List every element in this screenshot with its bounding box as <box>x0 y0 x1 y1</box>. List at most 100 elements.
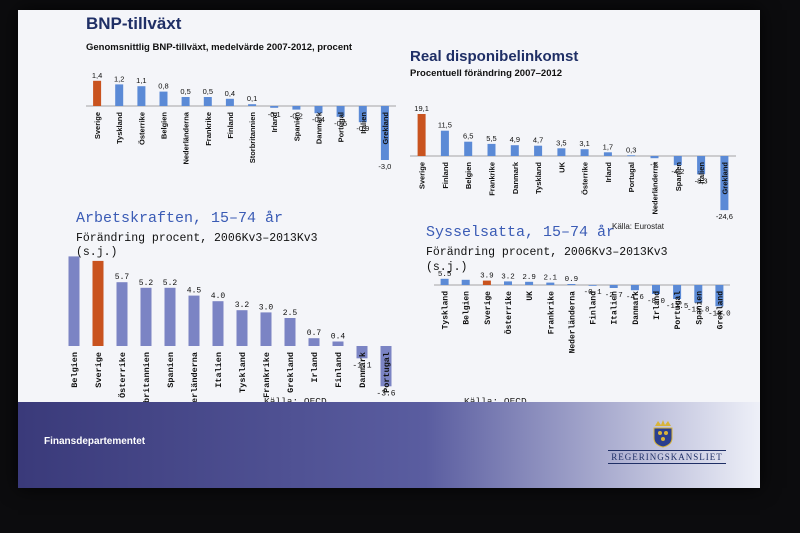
chart3-subtitle: Förändring procent, 2006Kv3–2013Kv3 <box>76 232 318 245</box>
chart1-value-label: -0,6 <box>334 119 347 128</box>
chart4-value-label: 5.5 <box>438 271 452 279</box>
chart4-subtitle: Förändring procent, 2006Kv3–2013Kv3 <box>426 246 668 259</box>
chart1-bar <box>292 106 301 110</box>
chart4-value-label: 2.1 <box>544 275 558 283</box>
chart4-bar <box>673 285 682 299</box>
chart3-bar <box>260 312 272 346</box>
chart2-category-label: Belgien <box>464 162 473 190</box>
chart1-category-label: Nederländerna <box>182 111 191 164</box>
chart2-bar <box>557 148 566 156</box>
chart1-category-label: Finland <box>226 112 235 139</box>
chart1-bar <box>380 106 389 160</box>
chart4-bar <box>546 282 555 285</box>
chart1-bar <box>270 106 279 108</box>
chart3-value-label: 3.2 <box>235 301 250 310</box>
chart4-bar <box>630 285 639 291</box>
chart4-source: Källa: OECD <box>464 396 527 407</box>
employed-chart: 5.5 Tyskland Belgien 3.9 Sverige 3.2 Österrike… <box>434 271 731 354</box>
chart1-category-label: Grekland <box>381 112 390 145</box>
chart2-bar <box>627 155 636 157</box>
chart4-bar <box>461 279 470 285</box>
chart1-value-label: -3,0 <box>378 162 391 171</box>
chart4-value-label: -12.5 <box>666 303 689 311</box>
chart4-bar <box>440 278 449 285</box>
chart3-category-label: Frankrike <box>262 352 272 398</box>
chart3-bar <box>356 346 368 359</box>
chart1-value-label: -0,1 <box>268 110 281 119</box>
chart4-value-label: -15.8 <box>687 307 710 315</box>
chart4-category-label: Finland <box>590 291 599 325</box>
chart1-category-label: Sverige <box>93 112 102 139</box>
chart3-bar <box>92 260 104 346</box>
ministry-label: Finansdepartementet <box>44 436 146 447</box>
chart3-category-label: Portugal <box>382 352 392 393</box>
chart4-value-label: 0.9 <box>565 276 579 284</box>
chart4-value-label: -2.7 <box>605 292 623 300</box>
chart3-category-label: Österrike <box>117 352 128 398</box>
chart1-bar <box>93 80 102 106</box>
chart2-value-label: 4,9 <box>510 135 520 144</box>
chart4-bar <box>567 284 576 285</box>
chart1-category-label: Frankrike <box>204 112 213 146</box>
chart2-category-label: Sverige <box>418 162 427 189</box>
chart3-bar <box>380 346 392 387</box>
chart3-value-label: 4.0 <box>211 292 226 301</box>
chart4-category-label: Portugal <box>674 291 683 330</box>
chart1-value-label: 1,4 <box>92 71 102 80</box>
chart2-bar <box>440 130 449 156</box>
chart1-bar <box>248 104 257 106</box>
chart1-value-label: 0,5 <box>203 87 213 96</box>
chart1-bar <box>203 97 212 106</box>
chart3-category-label: Sverige <box>94 352 104 388</box>
chart2-bar <box>697 156 706 175</box>
chart4-value-label: 3.9 <box>480 273 494 281</box>
slide-footer: Finansdepartementet REGERINGSKANSLIET <box>18 402 760 488</box>
chart2-value-label: -8,3 <box>695 176 708 185</box>
chart3-category-label: Belgien <box>70 352 80 388</box>
chart2-category-label: Portugal <box>627 162 636 192</box>
chart2-bar <box>534 145 543 156</box>
chart2-category-label: Frankrike <box>488 162 497 196</box>
chart3-value-label: 3.0 <box>259 303 274 312</box>
chart1-category-label: Österrike <box>137 112 146 145</box>
chart2-value-label: 11,5 <box>438 121 452 130</box>
chart3-value-label: -3.6 <box>376 389 395 398</box>
chart4-value-label: -4.6 <box>626 294 645 302</box>
chart4-category-label: Sverige <box>484 291 493 325</box>
chart3-bar <box>116 282 128 346</box>
chart3-value-label: -1.1 <box>352 361 371 370</box>
bnp-growth-chart: 1,4 Sverige 1,2 Tyskland 1,1 Österrike 0,8 Belg… <box>86 71 396 171</box>
chart2-category-label: Finland <box>441 162 450 189</box>
chart2-bar <box>464 141 473 156</box>
chart3-value-label: 5.2 <box>139 279 154 288</box>
chart3-bar <box>188 295 200 346</box>
chart2-value-label: 6,5 <box>463 132 473 141</box>
chart4-category-label: Frankrike <box>547 291 556 334</box>
chart2-category-label: Nederländerna <box>651 161 660 214</box>
chart1-bar <box>336 106 345 117</box>
chart3-category-label: Storbritannien <box>142 352 152 423</box>
chart2-value-label: 19,1 <box>414 104 429 113</box>
chart4-category-label: UK <box>526 291 535 301</box>
chart3-value-label: 4.5 <box>187 287 202 296</box>
chart4-bar <box>609 285 618 288</box>
chart2-value-label: 3,5 <box>556 138 566 147</box>
chart3-value-label: 2.5 <box>283 309 298 318</box>
chart4-value-label: -19.0 <box>708 310 731 318</box>
chart3-category-label: Irland <box>310 352 320 383</box>
crown-shield-icon <box>653 420 673 448</box>
chart4-category-label: Nederländerna <box>568 291 577 354</box>
chart1-value-label: 1,2 <box>114 74 124 83</box>
chart4-bar <box>504 281 512 285</box>
labour-force-chart: Belgien Sverige 5.7 Österrike 5.2 Storbritann… <box>68 256 396 423</box>
chart3-bar <box>284 318 296 346</box>
chart1-title: BNP-tillväxt <box>86 14 182 33</box>
chart2-value-label: 5,5 <box>486 134 496 143</box>
chart3-category-label: Grekland <box>286 352 296 393</box>
chart1-bar <box>358 106 367 123</box>
chart3-title: Arbetskraften, 15–74 år <box>76 210 284 227</box>
chart1-value-label: 1,1 <box>136 76 146 85</box>
chart2-category-label: Grekland <box>720 162 729 195</box>
chart4-bar <box>694 285 703 303</box>
chart3-bar <box>68 256 80 346</box>
